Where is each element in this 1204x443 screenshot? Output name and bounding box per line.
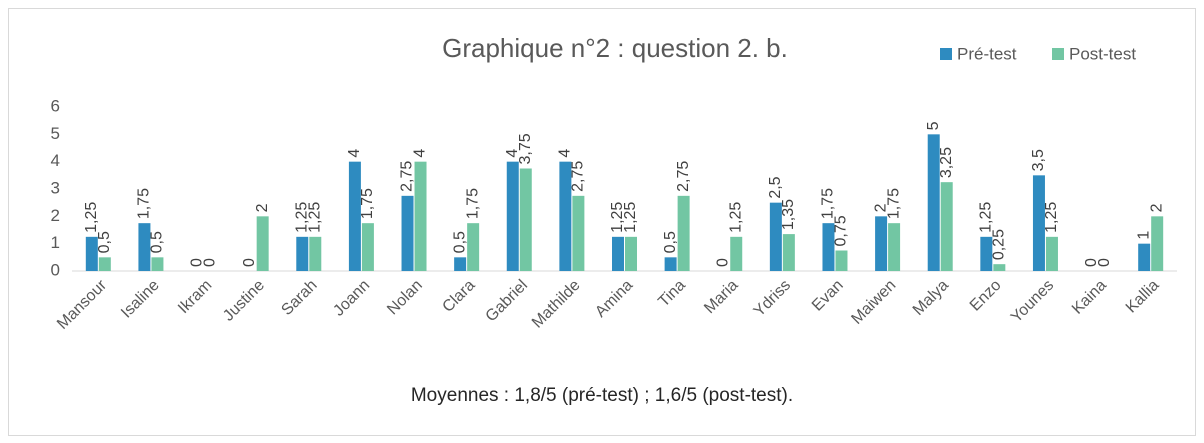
bar (769, 202, 782, 271)
value-label: 3,25 (938, 147, 955, 178)
bar (664, 257, 677, 271)
value-label: 1,75 (885, 188, 902, 219)
bar (519, 168, 532, 271)
value-label: 0,5 (96, 231, 113, 253)
bar (506, 161, 519, 271)
bar (993, 264, 1006, 271)
legend-label: Pré-test (957, 44, 1017, 63)
value-label: 4 (346, 149, 363, 158)
bar (1045, 236, 1058, 271)
y-tick-label: 1 (51, 233, 60, 252)
value-label: 4 (504, 149, 521, 158)
value-label: 1,25 (727, 202, 744, 233)
value-label: 2,75 (675, 161, 692, 192)
value-label: 5 (925, 121, 942, 130)
bar (612, 236, 624, 271)
value-label: 0 (201, 258, 218, 267)
bar (454, 257, 467, 271)
bar (309, 236, 322, 271)
bar (888, 223, 901, 271)
value-label: 0,5 (451, 231, 468, 253)
bar (730, 236, 743, 271)
value-label: 0,25 (991, 229, 1008, 260)
y-tick-label: 5 (51, 124, 60, 143)
value-label: 0 (714, 258, 731, 267)
chart-border (8, 8, 1196, 436)
legend-swatch (1052, 48, 1064, 60)
y-tick-label: 2 (51, 206, 60, 225)
chart-title: Graphique n°2 : question 2. b. (442, 33, 788, 63)
value-label: 1,25 (307, 202, 324, 233)
value-label: 1,25 (83, 202, 100, 233)
value-label: 4 (557, 149, 574, 158)
value-label: 0,75 (833, 215, 850, 246)
bar (85, 236, 98, 271)
value-label: 2 (872, 203, 889, 212)
value-label: 0,5 (662, 231, 679, 253)
value-label: 1 (1135, 231, 1152, 240)
bar (940, 182, 953, 271)
bar (296, 236, 309, 271)
bar (625, 236, 637, 271)
value-label: 1,25 (1043, 202, 1060, 233)
bar (467, 223, 480, 271)
caption: Moyennes : 1,8/5 (pré-test) ; 1,6/5 (pos… (411, 385, 793, 406)
y-tick-label: 0 (51, 260, 60, 279)
y-tick-label: 4 (51, 151, 60, 170)
bar (572, 195, 585, 271)
bar (256, 216, 269, 271)
value-label: 2 (254, 203, 271, 212)
bar (559, 161, 572, 271)
value-label: 0 (1083, 258, 1100, 267)
value-label: 2,75 (570, 161, 587, 192)
value-label: 0 (241, 258, 258, 267)
value-label: 1,75 (136, 188, 153, 219)
bar (875, 216, 888, 271)
value-label: 1,35 (780, 199, 797, 230)
bar (98, 257, 111, 271)
bar (835, 250, 848, 271)
legend-label: Post-test (1069, 44, 1136, 63)
value-label: 2 (1148, 203, 1165, 212)
value-label: 1,25 (978, 202, 995, 233)
value-label: 0 (1096, 258, 1113, 267)
legend-swatch (940, 48, 952, 60)
bar (927, 134, 940, 271)
value-label: 3,75 (517, 133, 534, 164)
bar (677, 195, 690, 271)
value-label: 1,25 (609, 202, 626, 233)
value-label: 2,5 (767, 176, 784, 198)
value-label: 4 (412, 149, 429, 158)
value-label: 2,75 (399, 161, 416, 192)
y-tick-label: 6 (51, 96, 60, 115)
bar (138, 223, 151, 271)
value-label: 1,75 (820, 188, 837, 219)
bar (782, 234, 795, 271)
bar (1138, 243, 1151, 271)
bar (980, 236, 993, 271)
value-label: 1,25 (294, 202, 311, 233)
value-label: 0 (188, 258, 205, 267)
value-label: 1,75 (359, 188, 376, 219)
bar (401, 195, 414, 271)
value-label: 0,5 (149, 231, 166, 253)
bar (361, 223, 374, 271)
bar (151, 257, 164, 271)
bar (348, 161, 361, 271)
value-label: 1,25 (622, 202, 639, 233)
y-tick-label: 3 (51, 178, 60, 197)
bar (1151, 216, 1164, 271)
bar (822, 223, 835, 271)
value-label: 1,75 (464, 188, 481, 219)
bar (1032, 175, 1045, 271)
bar (414, 161, 427, 271)
value-label: 3,5 (1030, 149, 1047, 171)
